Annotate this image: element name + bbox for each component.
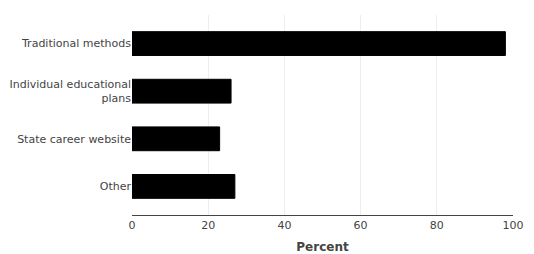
svg-text:Percent: Percent: [296, 240, 349, 254]
svg-text:20: 20: [201, 219, 215, 232]
svg-text:100: 100: [503, 219, 524, 232]
svg-text:40: 40: [277, 219, 291, 232]
svg-text:State career website: State career website: [17, 133, 131, 146]
svg-text:Traditional methods: Traditional methods: [21, 37, 131, 50]
svg-text:Other: Other: [100, 180, 132, 193]
svg-text:60: 60: [354, 219, 368, 232]
svg-text:Individual educationalplans: Individual educationalplans: [10, 78, 132, 105]
svg-text:0: 0: [129, 219, 136, 232]
svg-text:80: 80: [430, 219, 444, 232]
